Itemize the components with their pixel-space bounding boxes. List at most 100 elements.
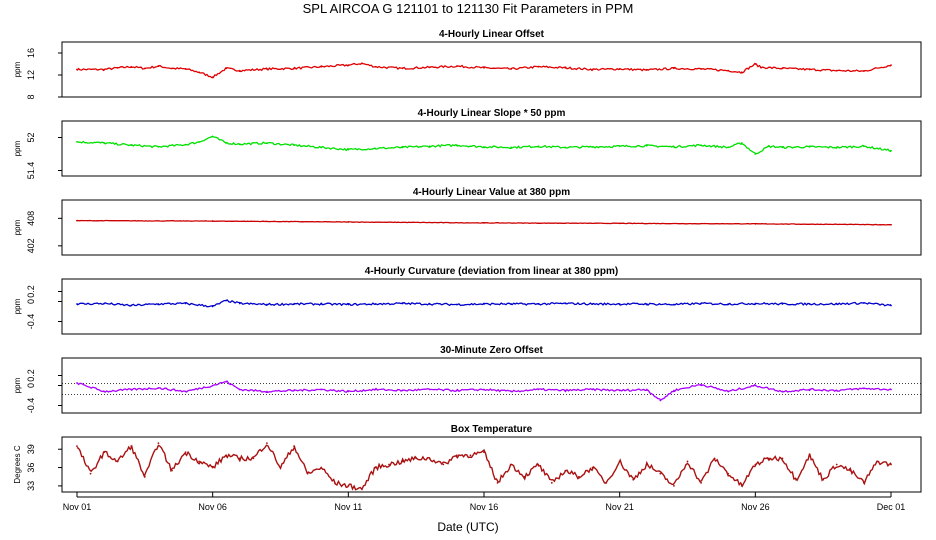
data-point xyxy=(564,146,567,149)
data-point xyxy=(76,219,78,222)
data-point xyxy=(754,222,757,225)
data-point xyxy=(157,145,160,148)
data-point xyxy=(130,445,133,448)
data-point xyxy=(754,302,757,305)
data-point xyxy=(890,64,892,66)
data-point xyxy=(700,481,702,484)
data-point xyxy=(293,144,295,147)
data-point xyxy=(781,67,784,70)
data-point xyxy=(700,383,702,386)
data-point xyxy=(890,223,892,226)
data-point xyxy=(835,463,838,466)
data-point xyxy=(700,144,702,147)
data-point xyxy=(795,478,797,481)
data-point xyxy=(238,143,241,146)
data-point xyxy=(320,146,323,149)
data-point xyxy=(293,445,295,448)
data-point xyxy=(103,302,106,305)
data-point xyxy=(76,68,78,71)
plot-frame xyxy=(61,278,922,335)
data-point xyxy=(401,146,404,149)
data-point xyxy=(564,469,567,472)
data-point xyxy=(455,303,458,306)
plot-frame xyxy=(61,120,922,177)
data-point xyxy=(279,466,282,469)
data-point xyxy=(225,380,228,383)
data-point xyxy=(835,69,838,72)
data-point xyxy=(320,388,323,391)
data-point xyxy=(740,484,743,487)
data-point xyxy=(645,69,648,71)
y-tick-label: 36 xyxy=(26,463,36,473)
y-axis-label: ppm xyxy=(13,377,22,393)
data-point xyxy=(469,454,472,457)
data-series-line xyxy=(76,62,892,79)
data-point xyxy=(808,145,811,148)
data-point xyxy=(618,222,621,225)
y-axis-label: Degrees C xyxy=(13,445,22,483)
y-tick-label: 16 xyxy=(26,48,36,58)
data-point xyxy=(740,142,743,144)
data-point xyxy=(198,141,201,143)
data-point xyxy=(171,469,173,472)
data-point xyxy=(266,303,268,306)
data-series-line xyxy=(76,136,892,155)
data-point xyxy=(76,445,78,448)
data-point xyxy=(143,67,146,70)
data-point xyxy=(320,65,323,68)
data-point xyxy=(686,460,689,463)
plot-frame xyxy=(61,199,922,256)
x-tick-label: Nov 26 xyxy=(741,502,770,512)
x-axis-label: Date (UTC) xyxy=(437,520,498,534)
data-point xyxy=(238,69,241,72)
panel-title: Box Temperature xyxy=(451,424,533,435)
data-point xyxy=(211,305,214,308)
figure-title: SPL AIRCOA G 121101 to 121130 Fit Parame… xyxy=(303,1,634,16)
data-point xyxy=(103,142,106,144)
data-point xyxy=(727,390,730,393)
data-point xyxy=(211,76,214,79)
data-point xyxy=(333,481,336,484)
data-point xyxy=(361,488,363,490)
plot-frame xyxy=(61,357,922,414)
data-point xyxy=(361,62,363,65)
data-point xyxy=(645,463,648,466)
data-point xyxy=(659,472,662,475)
data-point xyxy=(428,303,431,305)
data-point xyxy=(157,65,160,68)
data-point xyxy=(347,221,350,223)
y-tick-label: -0.4 xyxy=(26,314,36,330)
data-point xyxy=(211,466,214,469)
y-tick-label: 0 xyxy=(26,299,36,304)
data-point xyxy=(618,303,621,305)
data-point xyxy=(862,145,865,148)
data-point xyxy=(713,457,716,460)
data-point xyxy=(862,481,865,484)
data-point xyxy=(455,454,458,457)
plot-frame xyxy=(61,436,922,493)
data-point xyxy=(483,222,485,224)
data-point xyxy=(130,388,133,391)
data-point xyxy=(890,463,892,466)
data-point xyxy=(537,65,540,68)
data-point xyxy=(415,457,418,460)
data-point xyxy=(537,145,540,148)
data-point xyxy=(835,389,838,392)
y-tick-label: 52 xyxy=(26,132,36,142)
data-point xyxy=(266,390,268,393)
y-tick-label: 39 xyxy=(26,444,36,454)
data-point xyxy=(428,66,431,69)
data-point xyxy=(781,457,784,460)
data-point xyxy=(76,141,78,143)
data-point xyxy=(347,64,350,66)
data-point xyxy=(401,302,404,305)
data-point xyxy=(374,388,377,391)
data-point xyxy=(618,145,621,148)
data-point xyxy=(238,302,241,305)
data-point xyxy=(347,148,350,151)
data-point xyxy=(401,460,404,463)
data-point xyxy=(401,389,404,392)
data-point xyxy=(157,303,160,305)
data-point xyxy=(768,145,770,148)
